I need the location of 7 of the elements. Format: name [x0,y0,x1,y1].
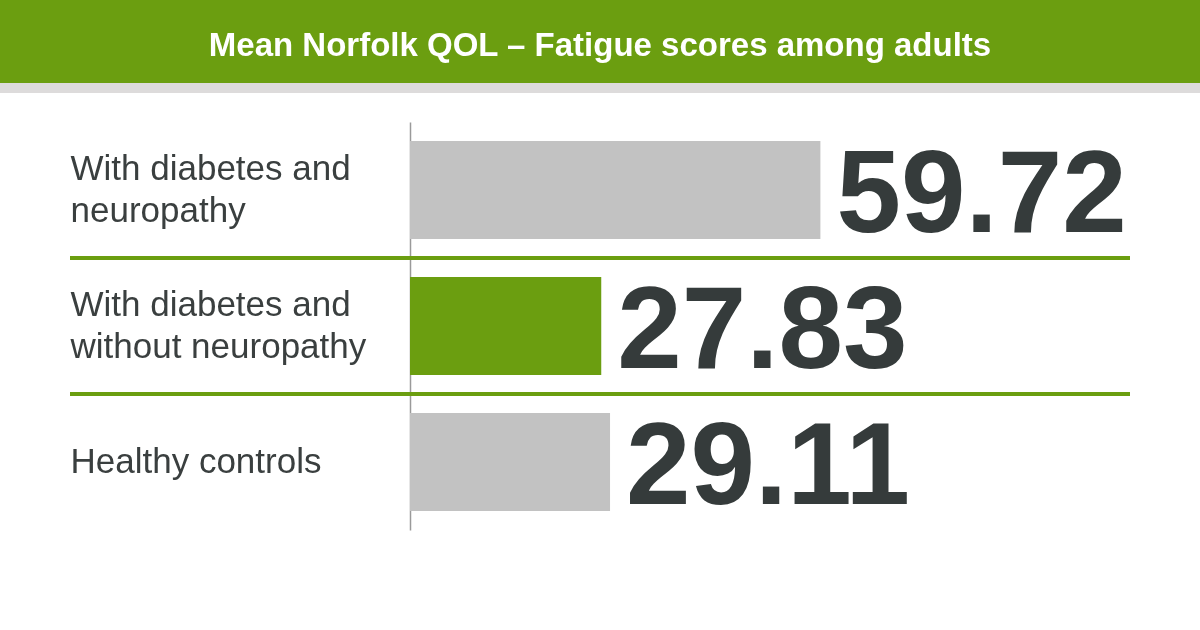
chart-title: Mean Norfolk QOL – Fatigue scores among adults [0,0,1200,93]
y-tick-label: With diabetes and neuropathy [70,148,351,229]
y-tick-label: Healthy controls [70,441,322,480]
data-label: 29.11 [626,399,910,529]
data-label: 27.83 [617,263,908,393]
y-tick-label: With diabetes and without neuropathy [69,284,367,365]
data-label: 59.72 [836,127,1127,257]
